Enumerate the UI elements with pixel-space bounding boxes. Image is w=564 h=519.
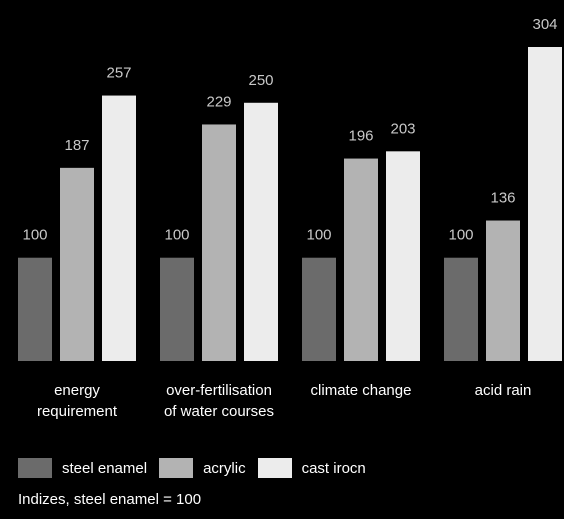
data-label-acrylic-climate-change: 196 [348,128,373,145]
bar-acrylic-acid-rain [486,220,520,361]
bar-steel-enamel-energy-requirement [18,257,52,361]
index-note: Indizes, steel enamel = 100 [18,491,202,508]
bar-acrylic-energy-requirement [60,167,94,361]
data-label-cast-irocn-energy-requirement: 257 [106,65,131,82]
category-label-climate-change: climate change [311,382,412,399]
bar-cast-irocn-climate-change [386,151,420,361]
data-label-cast-irocn-climate-change: 203 [390,120,415,137]
data-label-cast-irocn-acid-rain: 304 [532,16,557,33]
data-label-steel-enamel-climate-change: 100 [306,227,331,244]
data-label-steel-enamel-acid-rain: 100 [448,227,473,244]
legend-item-steel-enamel: steel enamel [18,458,147,478]
bar-steel-enamel-climate-change [302,257,336,361]
legend-label-acrylic: acrylic [203,459,246,477]
legend-item-cast-iron: cast irocn [257,458,366,478]
bar-acrylic-climate-change [344,158,378,361]
data-label-steel-enamel-over-fertilisation-of-water-courses: 100 [164,227,189,244]
legend-swatch-cast-iron [257,458,292,478]
bar-steel-enamel-over-fertilisation-of-water-courses [160,257,194,361]
data-label-acrylic-over-fertilisation-of-water-courses: 229 [206,93,231,110]
bar-acrylic-over-fertilisation-of-water-courses [202,124,236,361]
legend-swatch-acrylic [159,458,194,478]
legend-swatch-steel-enamel [18,458,52,478]
bar-cast-irocn-energy-requirement [102,95,136,361]
bar-steel-enamel-acid-rain [444,257,478,361]
legend-item-acrylic: acrylic [159,458,246,478]
legend: steel enamel acrylic cast irocn [18,458,378,478]
legend-label-steel-enamel: steel enamel [62,459,148,477]
data-label-steel-enamel-energy-requirement: 100 [22,227,47,244]
bar-cast-irocn-over-fertilisation-of-water-courses [244,102,278,362]
category-label-acid-rain: acid rain [475,382,532,399]
bar-cast-irocn-acid-rain [528,47,562,361]
data-label-acrylic-energy-requirement: 187 [64,137,89,154]
category-label-over-fertilisation-of-water-courses: over-fertilisation of water courses [164,382,274,420]
legend-label-cast-iron: cast irocn [301,459,366,477]
data-label-acrylic-acid-rain: 136 [490,190,515,207]
data-label-cast-irocn-over-fertilisation-of-water-courses: 250 [248,72,273,89]
category-label-energy-requirement: energy requirement [37,382,118,420]
